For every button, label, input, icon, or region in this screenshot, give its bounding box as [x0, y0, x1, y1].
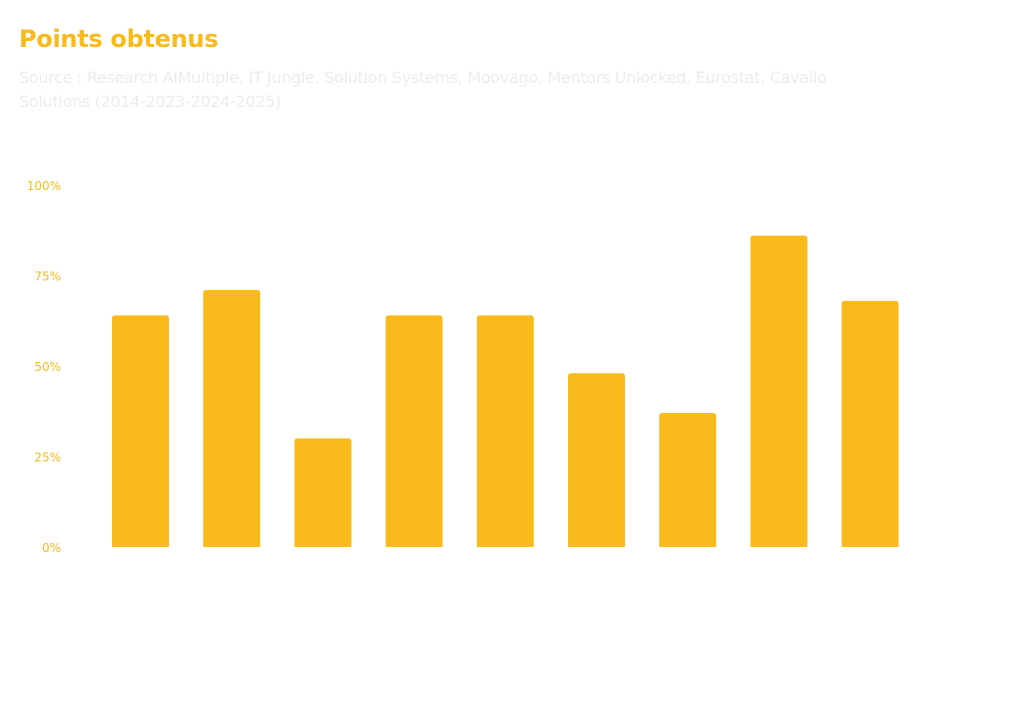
- bar: [841, 300, 899, 547]
- bar: [294, 438, 352, 547]
- bar: [476, 315, 534, 547]
- y-tick-label: 100%: [27, 179, 61, 193]
- y-tick-label: 75%: [34, 270, 61, 284]
- chart-title: Points obtenus: [19, 25, 219, 53]
- y-tick-label: 25%: [34, 451, 61, 465]
- y-tick-label: 50%: [34, 360, 61, 374]
- chart-subtitle: Source : Research AIMultiple, IT Jungle,…: [19, 68, 827, 111]
- bar: [750, 235, 808, 547]
- bar: [385, 315, 443, 547]
- bar: [112, 315, 169, 547]
- bar: [568, 373, 625, 547]
- bar: [203, 289, 261, 547]
- y-tick-label: 0%: [42, 541, 61, 555]
- bar: [659, 413, 717, 547]
